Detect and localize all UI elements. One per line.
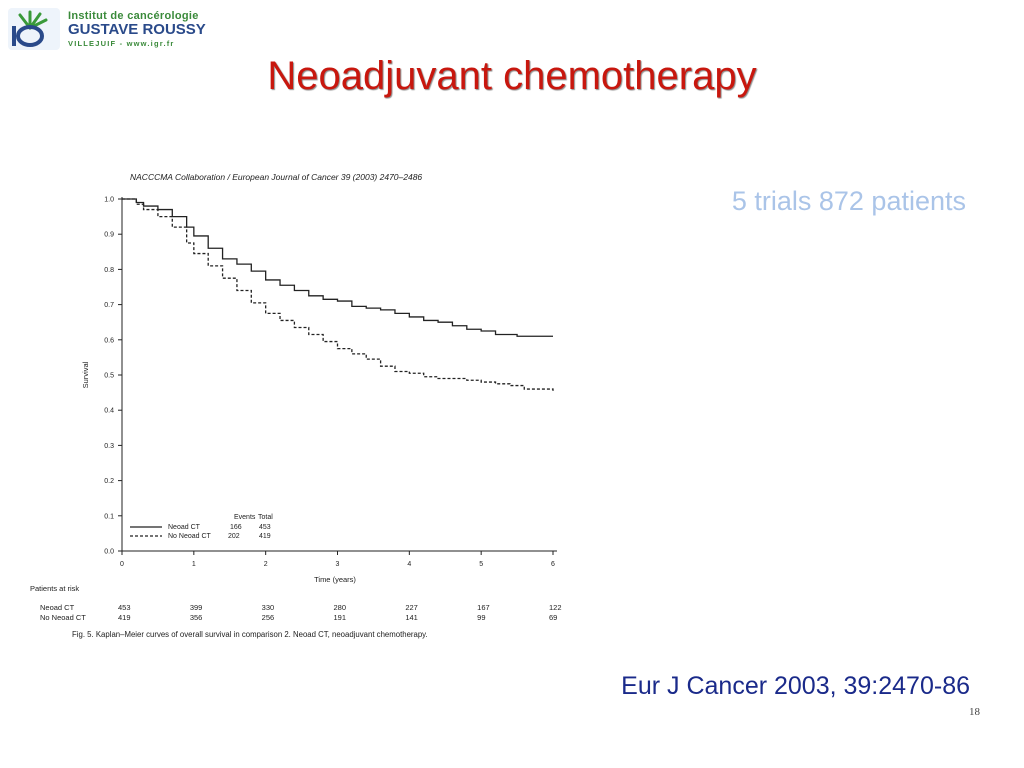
x-axis-label: Time (years) <box>314 575 356 584</box>
logo-text-line3: VILLEJUIF - www.igr.fr <box>68 39 175 48</box>
risk-table-cell: 167 <box>477 603 490 612</box>
risk-table-cell: 141 <box>405 613 418 622</box>
risk-row-label-no-neoad: No Neoad CT <box>40 613 86 622</box>
citation-text: Eur J Cancer 2003, 39:2470-86 <box>621 672 970 700</box>
risk-table-values: 453 399 330 280 227 167 122 419 356 256 191 141 99 69 <box>118 603 562 622</box>
legend-events-no-neoad: 202 <box>228 533 240 540</box>
x-tick-label: 5 <box>479 561 483 568</box>
risk-table-cell: 330 <box>262 603 275 612</box>
institute-logo: Institut de cancérologie GUSTAVE ROUSSY … <box>6 6 212 52</box>
x-tick-label: 3 <box>336 561 340 568</box>
risk-table-cell: 356 <box>190 613 203 622</box>
figure-caption: Fig. 5. Kaplan–Meier curves of overall s… <box>72 630 428 639</box>
y-tick-label: 0.6 <box>104 337 114 344</box>
legend-total-no-neoad: 419 <box>259 533 271 540</box>
y-tick-label: 0.2 <box>104 478 114 485</box>
slide-number: 18 <box>969 706 980 718</box>
x-tick-label: 0 <box>120 561 124 568</box>
y-tick-label: 0.9 <box>104 232 114 239</box>
logo-text-line2: GUSTAVE ROUSSY <box>68 21 206 38</box>
survival-curve-no-neoad-ct <box>122 198 554 391</box>
logo-text-line1: Institut de cancérologie <box>68 10 199 22</box>
logo-emblem-icon <box>8 8 60 50</box>
risk-table-cell: 399 <box>190 603 203 612</box>
y-tick-label: 1.0 <box>104 197 114 204</box>
legend-events-neoad: 166 <box>230 524 242 531</box>
risk-table-cell: 191 <box>334 613 347 622</box>
risk-table-cell: 122 <box>549 603 562 612</box>
trials-note: 5 trials 872 patients <box>731 186 966 216</box>
legend-label-no-neoad: No Neoad CT <box>168 533 212 540</box>
y-tick-label: 0.3 <box>104 443 114 450</box>
risk-row-label-neoad: Neoad CT <box>40 603 75 612</box>
risk-table-cell: 227 <box>405 603 418 612</box>
y-tick-label: 0.5 <box>104 373 114 380</box>
y-tick-label: 0.8 <box>104 267 114 274</box>
x-tick-label: 1 <box>192 561 196 568</box>
plot-area: 0.0 0.1 0.2 0.3 0.4 0.5 0.6 0.7 0.8 0.9 1.0 0 1 2 3 4 5 6 <box>104 197 557 568</box>
x-tick-label: 4 <box>407 561 411 568</box>
risk-table-cell: 99 <box>477 613 485 622</box>
risk-table-cell: 280 <box>334 603 347 612</box>
risk-table-cell: 419 <box>118 613 131 622</box>
legend-total-header: Total <box>258 514 273 521</box>
y-tick-label: 0.0 <box>104 549 114 556</box>
x-tick-label: 6 <box>551 561 555 568</box>
risk-table-cell: 256 <box>262 613 275 622</box>
y-axis-label: Survival <box>81 361 90 388</box>
y-tick-label: 0.1 <box>104 513 114 520</box>
x-tick-label: 2 <box>264 561 268 568</box>
journal-header: NACCCMA Collaboration / European Journal… <box>130 172 422 182</box>
legend-label-neoad: Neoad CT <box>168 524 201 531</box>
slide-title: Neoadjuvant chemotherapy <box>267 54 757 98</box>
risk-table-cell: 69 <box>549 613 557 622</box>
survival-curve-neoad-ct <box>122 198 553 337</box>
chart-legend: Events Total Neoad CT 166 453 No Neoad C… <box>130 514 273 540</box>
y-tick-label: 0.4 <box>104 408 114 415</box>
legend-total-neoad: 453 <box>259 524 271 531</box>
risk-table-title: Patients at risk <box>30 584 79 593</box>
legend-events-header: Events <box>234 514 256 521</box>
y-tick-label: 0.7 <box>104 302 114 309</box>
risk-table-cell: 453 <box>118 603 131 612</box>
